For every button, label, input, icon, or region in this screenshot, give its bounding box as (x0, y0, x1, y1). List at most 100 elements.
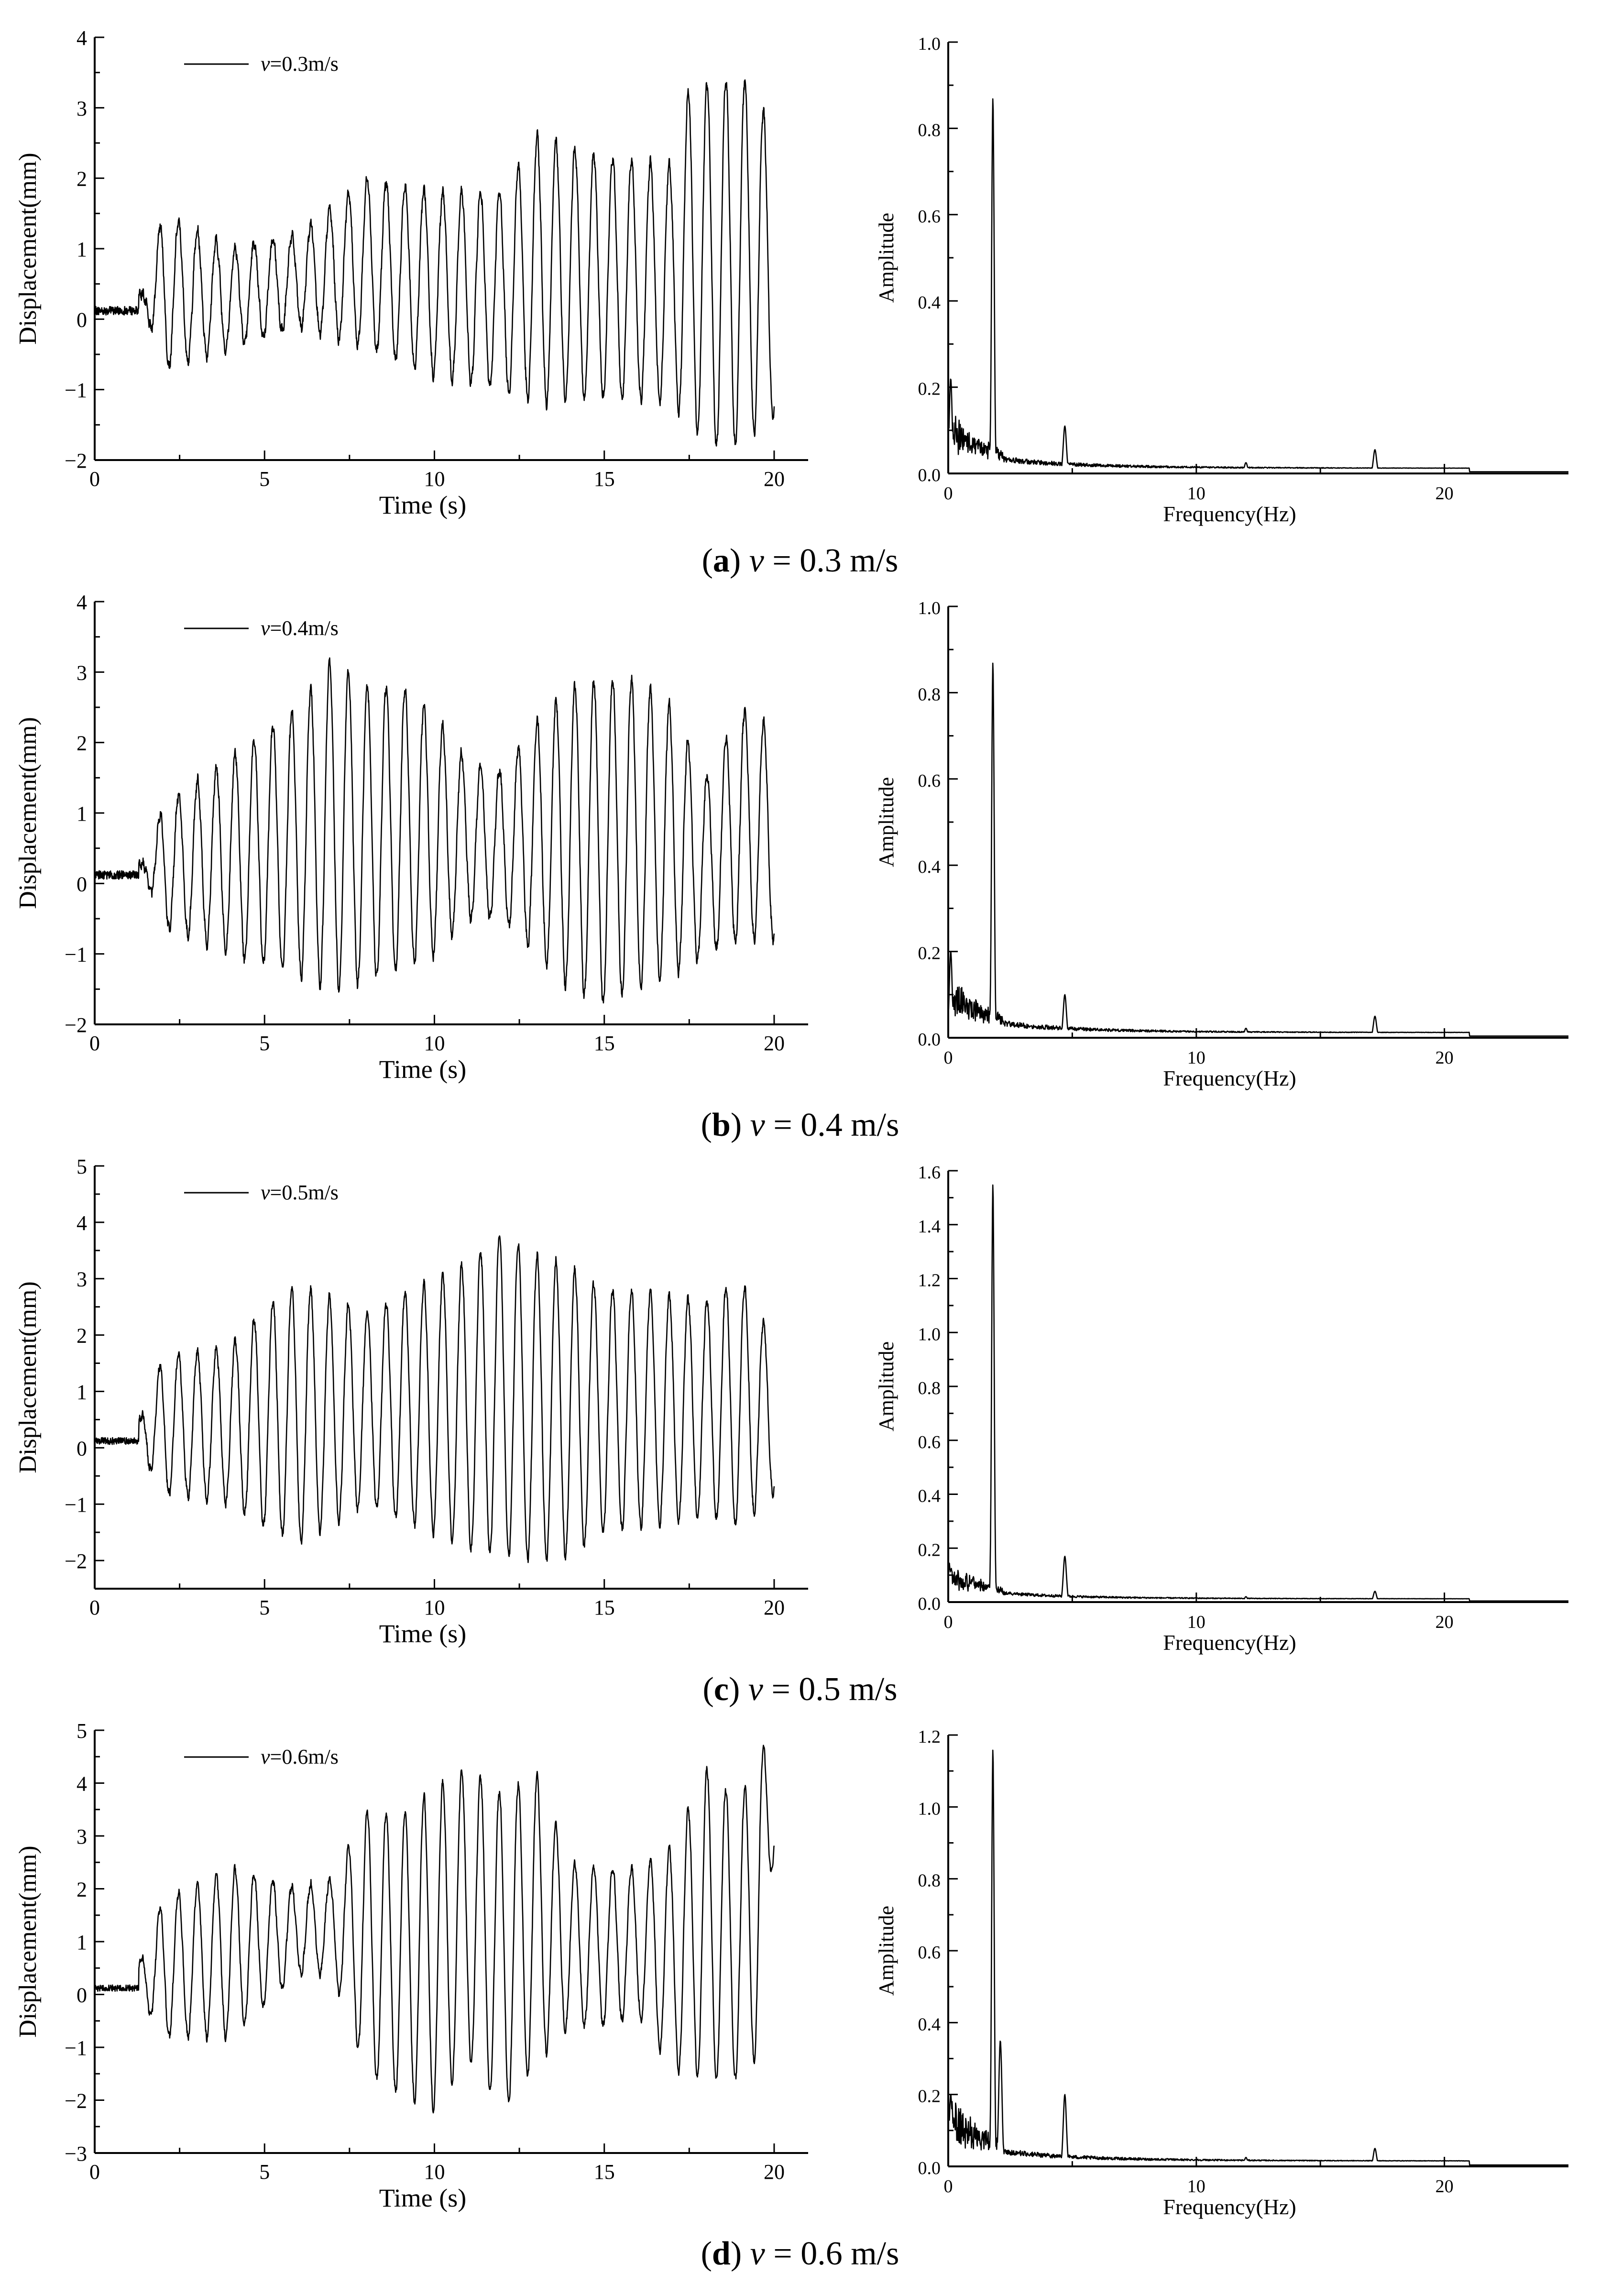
time-chart-1-x-tick-label: 15 (594, 1032, 615, 1055)
fft-chart-1-y-tick-label: 0.6 (918, 771, 941, 791)
fft-chart-2-x-tick-label: 10 (1187, 1612, 1205, 1632)
fft-chart-2-y-tick-label: 0.4 (918, 1486, 941, 1506)
time-chart-0-x-tick-label: 20 (764, 467, 785, 491)
time-chart-2-x-tick-label: 15 (594, 1596, 615, 1619)
time-chart-1-series-line (94, 657, 775, 1004)
fft-chart-2-y-tick-label: 0.6 (918, 1432, 941, 1452)
time-chart-3-x-axis-label: Time (s) (379, 2184, 467, 2212)
time-chart-0-y-tick-label: 0 (77, 308, 87, 331)
fft-chart-3-y-tick-label: 1.0 (918, 1799, 941, 1819)
time-chart-3-y-tick-label: 0 (77, 1984, 87, 2007)
time-chart-1-legend: v=0.4m/s (261, 616, 339, 640)
fft-chart-1-y-tick-label: 0.2 (918, 944, 941, 964)
time-chart-2-y-tick-label: −2 (65, 1549, 87, 1573)
fft-chart-2-x-axis-label: Frequency(Hz) (1163, 1630, 1296, 1655)
chart-row-2: −2 −1 0 1 2 3 4 5 0 5 10 15 20 Time (s) Displacement(m… (14, 1155, 1569, 1655)
time-chart-0-y-tick-label: 3 (77, 97, 87, 120)
fft-chart-3-x-axis-label: Frequency(Hz) (1163, 2195, 1296, 2219)
time-chart-1-y-tick-label: 0 (77, 872, 87, 896)
fft-chart-3-y-tick-label: 0.4 (918, 2014, 941, 2034)
time-chart-3-y-tick-label: 4 (77, 1772, 87, 1796)
time-chart-0-y-tick-label: −1 (65, 379, 87, 402)
time-chart-1-y-tick-label: −2 (65, 1013, 87, 1037)
time-chart-0-x-tick-label: 0 (89, 467, 100, 491)
time-chart-1-y-tick-label: 4 (77, 591, 87, 614)
fft-chart-1-y-tick-label: 0.4 (918, 857, 941, 877)
time-chart-1-y-tick-label: −1 (65, 943, 87, 967)
time-chart-0-y-axis-label: Displacement(mm) (14, 153, 42, 344)
fft-chart-3-y-tick-label: 0.6 (918, 1943, 941, 1963)
time-chart-1-y-axis-label: Displacement(mm) (14, 717, 42, 909)
caption-a: (a) v = 0.3 m/s (701, 542, 899, 579)
time-chart-1-y-tick-label: 2 (77, 732, 87, 755)
time-chart-2-y-tick-label: 3 (77, 1268, 87, 1291)
fft-chart-2-y-axis-label: Amplitude (875, 1341, 898, 1431)
time-chart-0-x-tick-label: 5 (259, 467, 270, 491)
time-chart-2-x-tick-label: 0 (89, 1596, 100, 1619)
fft-chart-3-y-tick-label: 1.2 (918, 1727, 941, 1747)
fft-chart-0-y-axis-label: Amplitude (875, 213, 898, 303)
time-chart-0-legend: v=0.3m/s (261, 52, 339, 76)
fft-chart-3-x-tick-label: 0 (944, 2176, 953, 2197)
time-chart-3-x-tick-label: 15 (594, 2160, 615, 2184)
time-chart-2-x-tick-label: 10 (424, 1596, 445, 1619)
chart-row-1: −2 −1 0 1 2 3 4 0 5 10 15 20 Time (s) Displacement(mm… (14, 591, 1569, 1090)
time-chart-2-y-tick-label: 5 (77, 1155, 87, 1178)
time-chart-0-x-tick-label: 15 (594, 467, 615, 491)
time-chart-3-y-tick-label: −1 (65, 2036, 87, 2060)
fft-chart-2-y-tick-label: 0.2 (918, 1540, 941, 1560)
time-chart-0-x-axis-label: Time (s) (379, 491, 467, 519)
time-chart-2-legend: v=0.5m/s (261, 1181, 339, 1204)
fft-chart-0-y-tick-label: 0.0 (918, 465, 941, 485)
fft-chart-2-y-tick-label: 1.0 (918, 1324, 941, 1344)
time-chart-3-series-line (94, 1745, 775, 2114)
fft-chart-3-y-tick-label: 0.8 (918, 1871, 941, 1891)
fft-chart-2-y-tick-label: 1.6 (918, 1163, 941, 1183)
time-chart-2-y-axis-label: Displacement(mm) (14, 1281, 42, 1473)
time-chart-3-x-tick-label: 0 (89, 2160, 100, 2184)
time-chart-0-y-tick-label: −2 (65, 449, 87, 472)
fft-chart-0-x-axis-label: Frequency(Hz) (1163, 502, 1296, 526)
fft-chart-1-y-axis-label: Amplitude (875, 777, 898, 867)
fft-chart-0-y-tick-label: 0.2 (918, 379, 941, 399)
fft-chart-2-y-tick-label: 1.2 (918, 1271, 941, 1291)
fft-chart-3-x-tick-label: 20 (1436, 2176, 1454, 2197)
fft-chart-0-y-tick-label: 1.0 (918, 34, 941, 54)
time-chart-3-y-tick-label: −3 (65, 2142, 87, 2165)
time-chart-2-x-tick-label: 20 (764, 1596, 785, 1619)
caption-c: (c) v = 0.5 m/s (702, 1671, 898, 1708)
time-chart-3-y-tick-label: 3 (77, 1825, 87, 1848)
fft-chart-0-y-tick-label: 0.6 (918, 207, 941, 227)
fft-chart-2-x-tick-label: 0 (944, 1612, 953, 1632)
time-chart-2-y-tick-label: 0 (77, 1437, 87, 1460)
fft-chart-2-y-tick-label: 0.0 (918, 1594, 941, 1614)
fft-chart-1-y-tick-label: 1.0 (918, 598, 941, 618)
fft-chart-2-y-tick-label: 0.8 (918, 1378, 941, 1398)
chart-row-0: −2 −1 0 1 2 3 4 0 5 10 15 20 Time (s) Displacement(mm… (14, 26, 1569, 526)
time-chart-2-x-tick-label: 5 (259, 1596, 270, 1619)
fft-chart-1-x-tick-label: 10 (1187, 1048, 1205, 1068)
time-chart-0-y-tick-label: 1 (77, 238, 87, 261)
fft-chart-0-series-line (947, 98, 1569, 472)
time-chart-2-series-line (94, 1235, 775, 1563)
time-chart-1-x-tick-label: 10 (424, 1032, 445, 1055)
fft-chart-2-x-tick-label: 20 (1436, 1612, 1454, 1632)
fft-chart-1-y-tick-label: 0.8 (918, 684, 941, 704)
fft-chart-0-x-tick-label: 0 (944, 483, 953, 504)
time-chart-3-x-tick-label: 10 (424, 2160, 445, 2184)
time-chart-3-y-tick-label: 1 (77, 1931, 87, 1954)
fft-chart-2-y-tick-label: 1.4 (918, 1217, 941, 1237)
time-chart-2-y-tick-label: −1 (65, 1493, 87, 1516)
time-chart-1-y-tick-label: 1 (77, 802, 87, 825)
fft-chart-1-y-tick-label: 0.0 (918, 1030, 941, 1050)
fft-chart-0-y-tick-label: 0.4 (918, 293, 941, 313)
fft-chart-0-x-tick-label: 20 (1436, 483, 1454, 504)
time-chart-3-y-tick-label: 2 (77, 1878, 87, 1901)
fft-chart-3-series-line (947, 1749, 1569, 2166)
time-chart-3-legend: v=0.6m/s (261, 1745, 339, 1769)
fft-chart-3-y-tick-label: 0.2 (918, 2087, 941, 2107)
time-chart-1-x-tick-label: 0 (89, 1032, 100, 1055)
time-chart-2-y-tick-label: 4 (77, 1211, 87, 1235)
time-chart-1-x-tick-label: 20 (764, 1032, 785, 1055)
